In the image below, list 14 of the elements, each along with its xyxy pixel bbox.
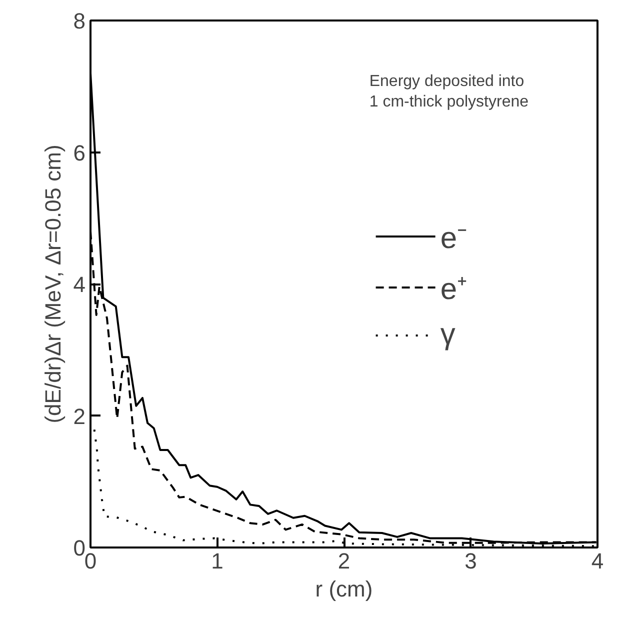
annotation: Energy deposited into 1 cm-thick polystyrene <box>369 73 529 111</box>
y-tick-label: 4 <box>73 272 86 297</box>
y-tick-label: 8 <box>73 8 86 34</box>
legend-label: e⁻ <box>440 220 467 256</box>
y-tick-label: 6 <box>73 140 86 166</box>
legend-label: γ <box>440 318 456 352</box>
x-tick-label: 4 <box>591 548 604 574</box>
x-tick-label: 1 <box>211 548 224 574</box>
x-tick-label: 3 <box>464 548 477 574</box>
x-axis-title: r (cm) <box>315 576 373 602</box>
y-tick-label: 2 <box>73 404 86 429</box>
x-tick-label: 2 <box>338 548 350 574</box>
y-axis-title: (dE/dr)Δr (MeV, Δr=0.05 cm) <box>40 144 66 424</box>
legend-label: e⁺ <box>440 272 467 308</box>
